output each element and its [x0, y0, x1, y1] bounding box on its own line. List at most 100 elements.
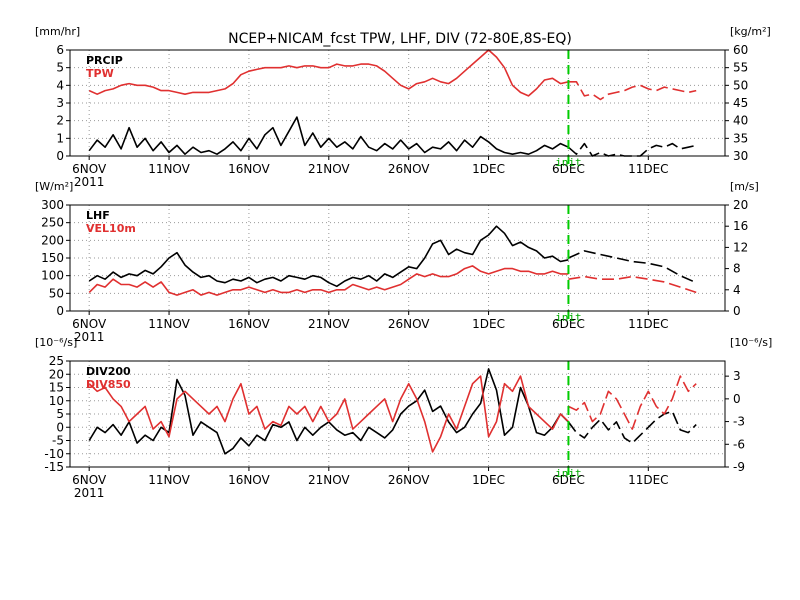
y-axis-unit-right: [kg/m²] [730, 25, 771, 38]
x-tick-label: 11DEC [628, 473, 668, 487]
x-tick-label: 6NOV [72, 473, 107, 487]
panels: 6NOV 11NOV 16NOV 21NOV 26NOV 1DEC 6DEC 11DEC201… [35, 25, 772, 500]
x-tick-label: 6DEC [552, 317, 585, 331]
panel-3: 6NOV 11NOV 16NOV 21NOV 26NOV 1DEC 6DEC 11DEC201… [35, 336, 772, 500]
y-tick-label-right: 0 [733, 304, 741, 318]
x-tick-label: 11NOV [148, 162, 190, 176]
x-tick-label: 11DEC [628, 162, 668, 176]
y-tick-label-right: 30 [733, 149, 748, 163]
y-tick-label-left: 15 [49, 381, 64, 395]
y-tick-label-left: -15 [44, 460, 64, 474]
y-axis-unit-left: [W/m²] [35, 180, 73, 193]
panel-frame [69, 204, 726, 312]
y-tick-label-left: 2 [56, 114, 64, 128]
y-tick-label-right: 0 [733, 392, 741, 406]
y-tick-label-right: 12 [733, 240, 748, 254]
x-tick-label: 21NOV [308, 317, 350, 331]
y-tick-label-right: 3 [733, 369, 741, 383]
legend-div200: DIV200 [86, 365, 131, 378]
y-tick-label-left: 1 [56, 131, 64, 145]
div850-series-line [88, 375, 569, 453]
x-tick-label: 1DEC [472, 317, 505, 331]
x-year-label: 2011 [74, 175, 105, 189]
y-tick-label-right: 8 [733, 262, 741, 276]
panel-frame [69, 49, 726, 157]
y-axis-unit-left: [10⁻⁶/s] [35, 336, 77, 349]
prcip-series-line [88, 116, 569, 155]
y-tick-label-left: 25 [49, 354, 64, 368]
x-tick-label: 26NOV [388, 473, 430, 487]
init-marker-label: init [555, 467, 582, 480]
y-tick-label-right: 16 [733, 219, 748, 233]
forecast-series-line [567, 410, 697, 444]
x-tick-label: 16NOV [228, 162, 270, 176]
y-tick-label-left: 250 [41, 216, 64, 230]
x-tick-label: 11DEC [628, 317, 668, 331]
x-tick-label: 21NOV [308, 162, 350, 176]
y-tick-label-right: 20 [733, 198, 748, 212]
y-tick-label-left: 100 [41, 269, 64, 283]
y-tick-label-right: 4 [733, 283, 741, 297]
init-marker-label: init [555, 311, 582, 324]
forecast-series-line [568, 375, 697, 430]
x-year-label: 2011 [74, 486, 105, 500]
panel-1: 6NOV 11NOV 16NOV 21NOV 26NOV 1DEC 6DEC 11DEC201… [35, 25, 771, 189]
y-tick-label-right: 50 [733, 78, 748, 92]
forecast-series-line [567, 142, 697, 157]
x-tick-label: 6DEC [552, 162, 585, 176]
x-tick-label: 11NOV [148, 473, 190, 487]
panel-frame [69, 360, 726, 468]
y-tick-label-right: -6 [733, 437, 745, 451]
legend-prcip: PRCIP [86, 54, 123, 67]
vel10m-series-line [88, 265, 569, 296]
y-tick-label-left: 0 [56, 304, 64, 318]
init-marker-label: init [555, 156, 582, 169]
forecast-series-line [568, 81, 697, 101]
y-tick-label-left: 3 [56, 96, 64, 110]
y-tick-label-left: -10 [44, 447, 64, 461]
y-tick-label-left: 50 [49, 286, 64, 300]
forecast-series-line [568, 250, 697, 284]
x-tick-label: 26NOV [388, 317, 430, 331]
legend-lhf: LHF [86, 209, 110, 222]
y-tick-label-left: 300 [41, 198, 64, 212]
y-tick-label-left: 4 [56, 78, 64, 92]
x-tick-label: 26NOV [388, 162, 430, 176]
x-tick-label: 11NOV [148, 317, 190, 331]
x-tick-label: 16NOV [228, 317, 270, 331]
y-tick-label-left: 10 [49, 394, 64, 408]
y-tick-label-left: 0 [56, 420, 64, 434]
x-tick-label: 1DEC [472, 162, 505, 176]
x-year-label: 2011 [74, 330, 105, 344]
y-tick-label-right: 55 [733, 61, 748, 75]
y-tick-label-left: -5 [52, 434, 64, 448]
lhf-series-line [88, 225, 569, 288]
x-tick-label: 6NOV [72, 317, 107, 331]
y-tick-label-right: -3 [733, 415, 745, 429]
y-axis-unit-right: [10⁻⁶/s] [730, 336, 772, 349]
y-tick-label-left: 5 [56, 407, 64, 421]
y-tick-label-right: 45 [733, 96, 748, 110]
legend-vel10m: VEL10m [86, 222, 136, 235]
y-tick-label-left: 150 [41, 251, 64, 265]
y-tick-label-right: 40 [733, 114, 748, 128]
y-tick-label-left: 6 [56, 43, 64, 57]
panel-2: 6NOV 11NOV 16NOV 21NOV 26NOV 1DEC 6DEC 11DEC201… [35, 180, 759, 344]
x-tick-label: 6NOV [72, 162, 107, 176]
x-tick-label: 16NOV [228, 473, 270, 487]
y-tick-label-left: 200 [41, 233, 64, 247]
y-tick-label-left: 5 [56, 61, 64, 75]
y-tick-label-left: 20 [49, 367, 64, 381]
y-axis-unit-left: [mm/hr] [35, 25, 80, 38]
x-tick-label: 1DEC [472, 473, 505, 487]
chart-title: NCEP+NICAM_fcst TPW, LHF, DIV (72-80E,8S… [228, 31, 572, 47]
y-tick-label-left: 0 [56, 149, 64, 163]
y-tick-label-right: 60 [733, 43, 748, 57]
y-axis-unit-right: [m/s] [730, 180, 759, 193]
x-tick-label: 6DEC [552, 473, 585, 487]
forecast-series-line [568, 275, 697, 294]
y-tick-label-right: -9 [733, 460, 745, 474]
legend-tpw: TPW [86, 67, 114, 80]
y-tick-label-right: 35 [733, 131, 748, 145]
